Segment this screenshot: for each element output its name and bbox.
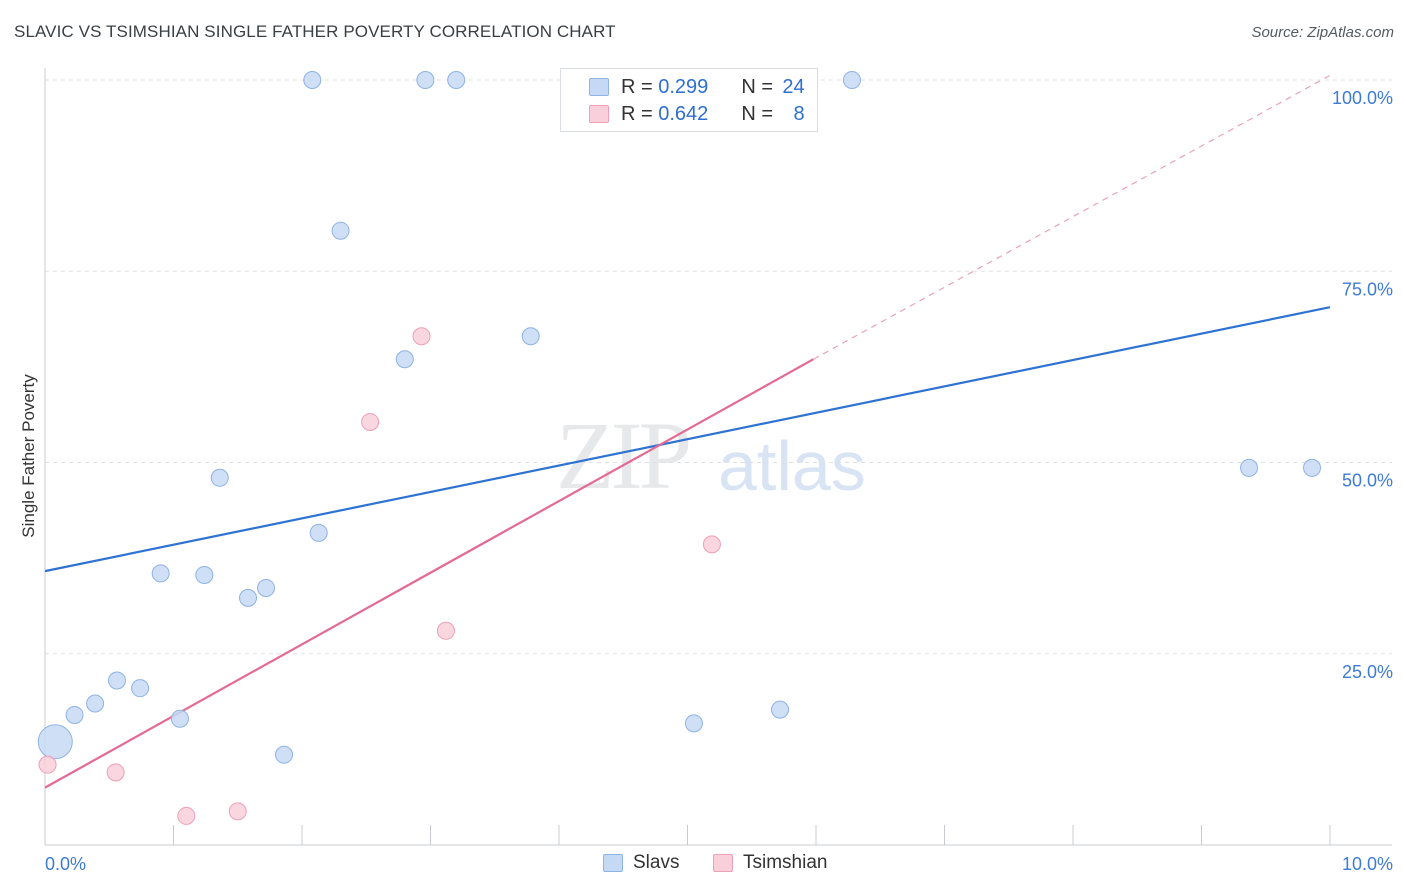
legend-item-tsimshian: Tsimshian [713,852,827,874]
slavs-point [771,700,790,719]
tsimshian-point [38,755,57,774]
slavs-legend-label: Slavs [633,852,680,873]
y-tick-label: 100.0% [1332,88,1393,108]
legend-n-label: N = [741,75,774,98]
source-label: Source: ZipAtlas.com [1251,24,1394,41]
slavs-point [447,71,466,89]
slavs-point [195,565,214,584]
slavs-point [521,327,540,346]
slavs-point [86,694,105,713]
tsimshian-point [702,535,721,554]
tsimshian-point [361,412,380,431]
slavs-point [416,71,435,89]
slavs-point [331,221,350,240]
slavs-point [65,705,84,724]
legend-n-label: N = [741,102,774,125]
slavs-point [107,671,126,690]
tick-labels: 25.0% 50.0% 75.0% 100.0% 0.0% 10.0% Single Fat… [19,88,1393,874]
tsimshian-legend-label: Tsimshian [743,852,828,873]
tsimshian-legend-swatch [713,854,733,872]
slavs-point [37,724,73,760]
legend-n-value: 24 [782,75,805,98]
slavs-point [257,578,276,597]
legend-r-label: R = [621,75,653,98]
tsimshian-swatch [589,105,609,123]
slavs-point [395,350,414,369]
legend-item-slavs: Slavs [603,852,679,874]
slavs-point [151,564,170,583]
y-tick-label: 75.0% [1342,279,1393,299]
chart-title: SLAVIC VS TSIMSHIAN SINGLE FATHER POVERT… [14,22,616,41]
x-tick-label-max: 10.0% [1342,854,1393,874]
gridlines [45,79,1392,655]
slavs-point [210,468,229,487]
tsimshian-trend-extension [813,74,1331,360]
axes [44,68,1392,846]
slavs-point [239,588,258,607]
tsimshian-point [412,327,431,346]
legend-r-value: 0.642 [658,102,709,125]
tsimshian-point [436,621,455,640]
slavs-point [1240,458,1259,477]
slavs-point [303,71,322,89]
slavs-trend-line [44,306,1331,573]
slavs-swatch [589,78,609,96]
legend-row-tsimshian: R = 0.642 N = 8 [561,102,805,126]
slavs-point [309,523,328,542]
trend-lines [44,74,1331,789]
slavs-point [1303,458,1322,477]
slavs-point [275,745,294,764]
correlation-legend: R = 0.299 N = 24 R = 0.642 N = 8 [560,68,818,132]
slavs-point [170,709,189,728]
slavs-point [131,679,150,698]
y-tick-label: 25.0% [1342,662,1393,682]
legend-r-label: R = [621,102,653,125]
watermark-atlas: atlas [718,427,866,505]
slavs-point [684,714,703,733]
legend-r-value: 0.299 [658,75,709,98]
data-points [37,71,1322,825]
x-tick-label-min: 0.0% [45,854,86,874]
slavs-legend-swatch [603,854,623,872]
y-axis-title: Single Father Poverty [19,374,38,538]
tsimshian-point [228,802,247,821]
y-tick-label: 50.0% [1342,471,1393,491]
series-legend: Slavs Tsimshian [0,852,1406,876]
tsimshian-point [177,806,196,825]
legend-n-value: 8 [793,102,805,125]
slavs-point [842,71,861,89]
tsimshian-point [106,763,125,782]
legend-row-slavs: R = 0.299 N = 24 [561,75,805,99]
